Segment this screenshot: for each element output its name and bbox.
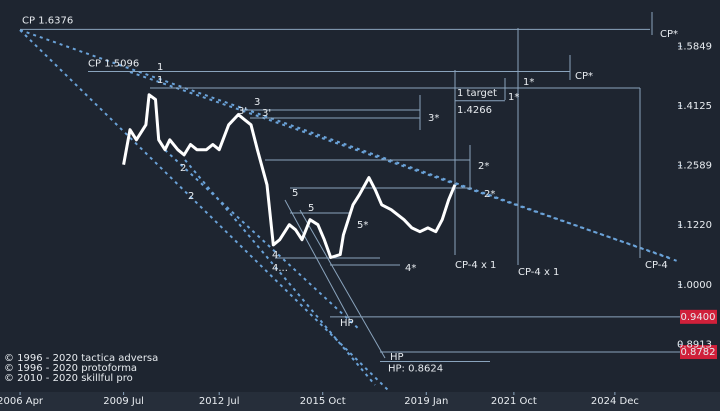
annotation: 3' (238, 106, 247, 117)
annotation: 3' (262, 108, 271, 119)
annotation: 1 target (457, 88, 497, 99)
price-tag (680, 345, 717, 360)
annotation: 1 (157, 62, 163, 73)
annotation: 4* (405, 263, 416, 274)
annotation: HP (340, 318, 354, 329)
level-label: 1.4266 (457, 105, 492, 116)
price-tag-label: 0.8782 (681, 347, 716, 358)
x-tick-label: 2015 Oct (300, 396, 346, 407)
y-tick-label: 1.1220 (677, 220, 712, 231)
guide-lines (150, 12, 653, 359)
level-label: CP 1.6376 (22, 15, 73, 26)
y-tick-label: 1.5849 (677, 41, 712, 52)
level-label: HP: 0.8624 (388, 363, 443, 374)
price-tag (680, 309, 717, 324)
annotation: 5 (292, 188, 298, 199)
y-tick-label: 1.0000 (677, 280, 712, 291)
annotation: CP-4 x 1 (518, 267, 559, 278)
x-tick-label: 2009 Jul (103, 396, 144, 407)
annotation: CP* (575, 71, 593, 82)
x-tick-label: 2024 Dec (591, 396, 639, 407)
price-tag-label: 0.9400 (681, 312, 716, 323)
level-label: CP 1.5096 (88, 58, 139, 69)
y-tick-label: 0.8913 (677, 339, 712, 350)
price-line (122, 93, 457, 259)
annotation: 2 (188, 191, 194, 202)
y-tick-label: 1.4125 (677, 101, 712, 112)
x-tick-label: 2006 Apr (0, 396, 44, 407)
annotation: 1* (508, 92, 519, 103)
y-tick-label: 1.2589 (677, 161, 712, 172)
x-tick-label: 2019 Jan (404, 396, 448, 407)
annotation: CP* (660, 29, 678, 40)
x-tick-label: 2012 Jul (199, 396, 240, 407)
annotation: 5 (308, 203, 314, 214)
copyright: © 1996 - 2020 tactica adversa (4, 353, 158, 364)
x-axis-band (0, 392, 720, 411)
x-tick-label: 2021 Oct (491, 396, 537, 407)
annotation: 2* (478, 161, 489, 172)
copyright: © 1996 - 2020 protoforma (4, 363, 137, 374)
annotation: HP (390, 352, 404, 363)
trend-lines (19, 29, 681, 393)
annotation: 3 (254, 97, 260, 108)
annotation: CP-4 (645, 260, 668, 271)
annotation: 4 (272, 250, 278, 261)
annotation: 3* (428, 113, 439, 124)
annotation: 2* (484, 189, 495, 200)
annotation: 1* (523, 77, 534, 88)
copyright: © 2010 - 2020 skillful pro (4, 373, 133, 384)
annotation: CP-4 x 1 (455, 260, 496, 271)
annotation: 5* (357, 220, 368, 231)
annotation: 1 (157, 75, 163, 86)
annotation: 4... (272, 263, 288, 274)
annotation: 2 (180, 163, 186, 174)
